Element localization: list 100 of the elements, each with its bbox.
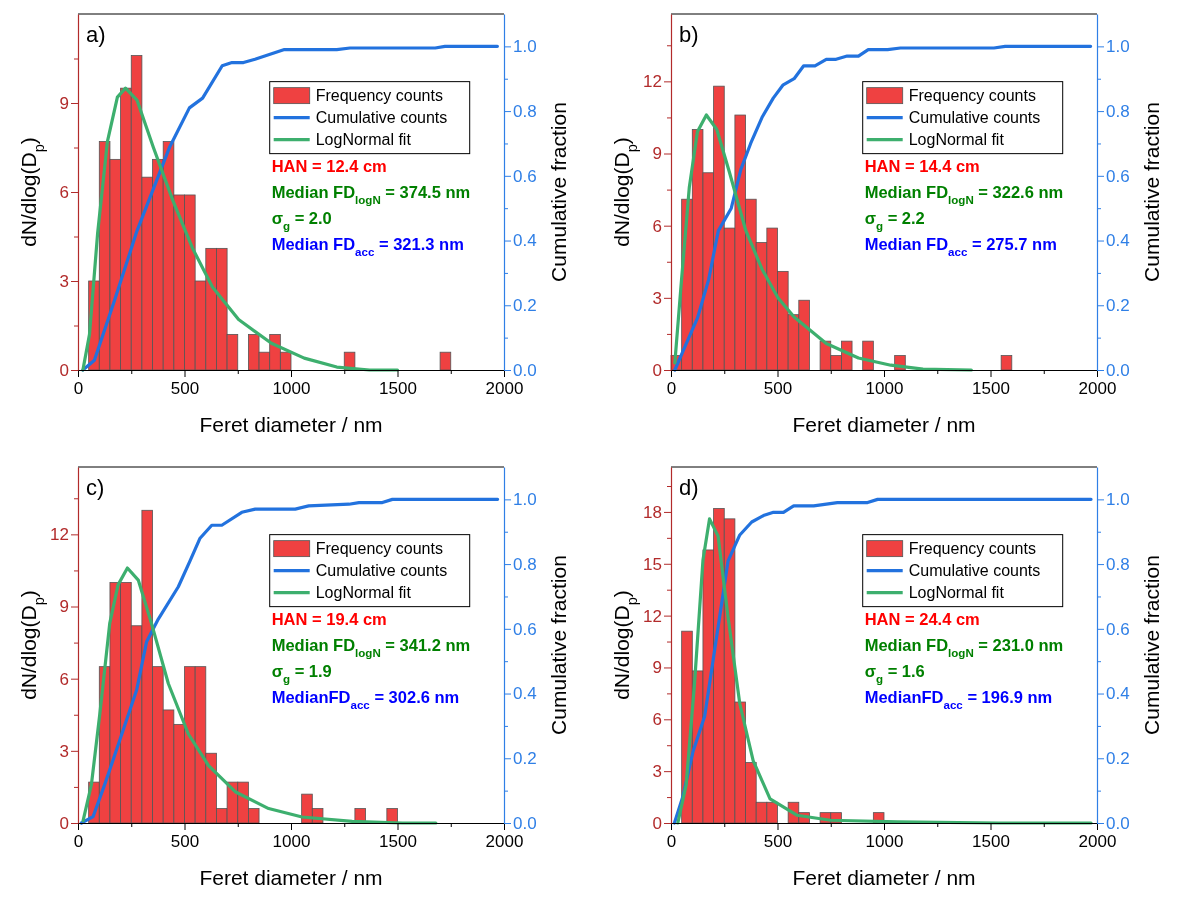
legend-label: LogNormal fit bbox=[908, 584, 1005, 602]
x-tick-label: 1500 bbox=[379, 379, 417, 399]
y-tick-label: 0 bbox=[652, 813, 662, 833]
y2-tick-label: 0.2 bbox=[513, 749, 537, 769]
legend-label: Cumulative counts bbox=[315, 562, 448, 580]
y-tick-label: 0 bbox=[652, 360, 662, 380]
x-axis-title: Feret diameter / nm bbox=[792, 413, 976, 436]
x-axis-title: Feret diameter / nm bbox=[199, 866, 383, 889]
annotation: MedianFD$_{acc}$ = 196.9 nm bbox=[864, 687, 1053, 711]
annotation: σ$_{g}$ = 2.0 bbox=[271, 208, 332, 232]
y2-tick-label: 0.6 bbox=[1106, 619, 1130, 639]
legend-label: Cumulative counts bbox=[908, 562, 1041, 580]
y2-tick-label: 1.0 bbox=[513, 37, 537, 57]
y2-tick-label: 1.0 bbox=[513, 490, 537, 510]
annotation: MedianFD$_{acc}$ = 302.6 nm bbox=[271, 687, 460, 711]
x-axis-title: Feret diameter / nm bbox=[199, 413, 383, 436]
y-tick-label: 18 bbox=[643, 502, 662, 522]
y2-tick-label: 0.2 bbox=[513, 296, 537, 316]
y-tick-label: 0 bbox=[59, 813, 69, 833]
y2-axis-title: Cumulative fraction bbox=[547, 555, 570, 735]
legend-label: LogNormal fit bbox=[315, 131, 412, 149]
x-tick-label: 1500 bbox=[972, 832, 1010, 852]
y2-tick-label: 0.4 bbox=[1106, 684, 1130, 704]
y2-tick-label: 0.6 bbox=[513, 619, 537, 639]
y2-axis-title: Cumulative fraction bbox=[1140, 102, 1163, 282]
annotation: HAN = 14.4 cm bbox=[864, 156, 980, 175]
legend-label: LogNormal fit bbox=[908, 131, 1005, 149]
y2-tick-label: 0.4 bbox=[1106, 231, 1130, 251]
y2-tick-label: 0.4 bbox=[513, 231, 537, 251]
x-tick-label: 500 bbox=[170, 379, 200, 399]
legend-label: Cumulative counts bbox=[315, 109, 448, 127]
annotation: HAN = 19.4 cm bbox=[271, 609, 387, 628]
annotation: σ$_{g}$ = 2.2 bbox=[864, 208, 925, 232]
x-tick-label: 2000 bbox=[485, 379, 524, 399]
y-tick-label: 3 bbox=[652, 762, 662, 782]
y-tick-label: 0 bbox=[59, 360, 69, 380]
x-tick-label: 2000 bbox=[1078, 832, 1117, 852]
y-tick-label: 12 bbox=[643, 72, 662, 92]
y2-tick-label: 0.0 bbox=[513, 813, 537, 833]
y2-tick-label: 0.0 bbox=[513, 360, 537, 380]
y-tick-label: 9 bbox=[59, 597, 69, 617]
y2-axis-title: Cumulative fraction bbox=[1140, 555, 1163, 735]
y2-tick-label: 0.0 bbox=[1106, 813, 1130, 833]
y-tick-label: 9 bbox=[652, 658, 662, 678]
annotation: Median FD$_{logN}$ = 231.0 nm bbox=[864, 635, 1064, 659]
annotation: Median FD$_{acc}$ = 275.7 nm bbox=[864, 234, 1057, 258]
annotation: Median FD$_{acc}$ = 321.3 nm bbox=[271, 234, 464, 258]
y-tick-label: 12 bbox=[643, 606, 662, 626]
annotation: Median FD$_{logN}$ = 322.6 nm bbox=[864, 182, 1064, 206]
legend-label: Frequency counts bbox=[908, 87, 1036, 105]
y-tick-label: 12 bbox=[50, 525, 69, 545]
y2-tick-label: 0.2 bbox=[1106, 749, 1130, 769]
x-tick-label: 0 bbox=[73, 379, 84, 399]
y2-tick-label: 0.6 bbox=[513, 166, 537, 186]
legend-label: Frequency counts bbox=[315, 87, 443, 105]
y2-tick-label: 0.8 bbox=[1106, 555, 1130, 575]
y-tick-label: 9 bbox=[652, 144, 662, 164]
x-tick-label: 500 bbox=[763, 832, 793, 852]
x-tick-label: 1000 bbox=[272, 832, 311, 852]
y2-tick-label: 0.6 bbox=[1106, 166, 1130, 186]
x-tick-label: 1000 bbox=[865, 832, 904, 852]
y2-tick-label: 0.2 bbox=[1106, 296, 1130, 316]
annotation: Median FD$_{logN}$ = 374.5 nm bbox=[271, 182, 471, 206]
y-tick-label: 3 bbox=[59, 271, 69, 291]
annotation: d) bbox=[679, 475, 699, 500]
y2-tick-label: 0.8 bbox=[513, 102, 537, 122]
annotation: HAN = 12.4 cm bbox=[271, 156, 387, 175]
y2-tick-label: 0.8 bbox=[513, 555, 537, 575]
annotation: b) bbox=[679, 22, 699, 47]
annotation: a) bbox=[86, 22, 106, 47]
y-tick-label: 15 bbox=[643, 554, 662, 574]
annotation: σ$_{g}$ = 1.9 bbox=[271, 661, 332, 685]
annotation: c) bbox=[86, 475, 105, 500]
x-tick-label: 1500 bbox=[972, 379, 1010, 399]
x-axis-title: Feret diameter / nm bbox=[792, 866, 976, 889]
y2-axis-title: Cumulative fraction bbox=[547, 102, 570, 282]
y2-tick-label: 1.0 bbox=[1106, 37, 1130, 57]
x-tick-label: 500 bbox=[763, 379, 793, 399]
y2-tick-label: 0.4 bbox=[513, 684, 537, 704]
x-tick-label: 2000 bbox=[485, 832, 524, 852]
x-tick-label: 1000 bbox=[865, 379, 904, 399]
y-tick-label: 3 bbox=[59, 741, 69, 761]
x-tick-label: 1000 bbox=[272, 379, 311, 399]
legend-label: LogNormal fit bbox=[315, 584, 412, 602]
annotation: Median FD$_{logN}$ = 341.2 nm bbox=[271, 635, 471, 659]
x-tick-label: 0 bbox=[666, 379, 677, 399]
y-tick-label: 6 bbox=[59, 182, 69, 202]
y-tick-label: 9 bbox=[59, 93, 69, 113]
y2-tick-label: 0.8 bbox=[1106, 102, 1130, 122]
y-tick-label: 6 bbox=[652, 710, 662, 730]
annotation: σ$_{g}$ = 1.6 bbox=[864, 661, 925, 685]
legend-label: Frequency counts bbox=[908, 540, 1036, 558]
y-tick-label: 6 bbox=[652, 216, 662, 236]
y2-tick-label: 1.0 bbox=[1106, 490, 1130, 510]
y2-tick-label: 0.0 bbox=[1106, 360, 1130, 380]
x-tick-label: 0 bbox=[666, 832, 677, 852]
legend-label: Frequency counts bbox=[315, 540, 443, 558]
x-tick-label: 0 bbox=[73, 832, 84, 852]
legend-label: Cumulative counts bbox=[908, 109, 1041, 127]
x-tick-label: 500 bbox=[170, 832, 200, 852]
